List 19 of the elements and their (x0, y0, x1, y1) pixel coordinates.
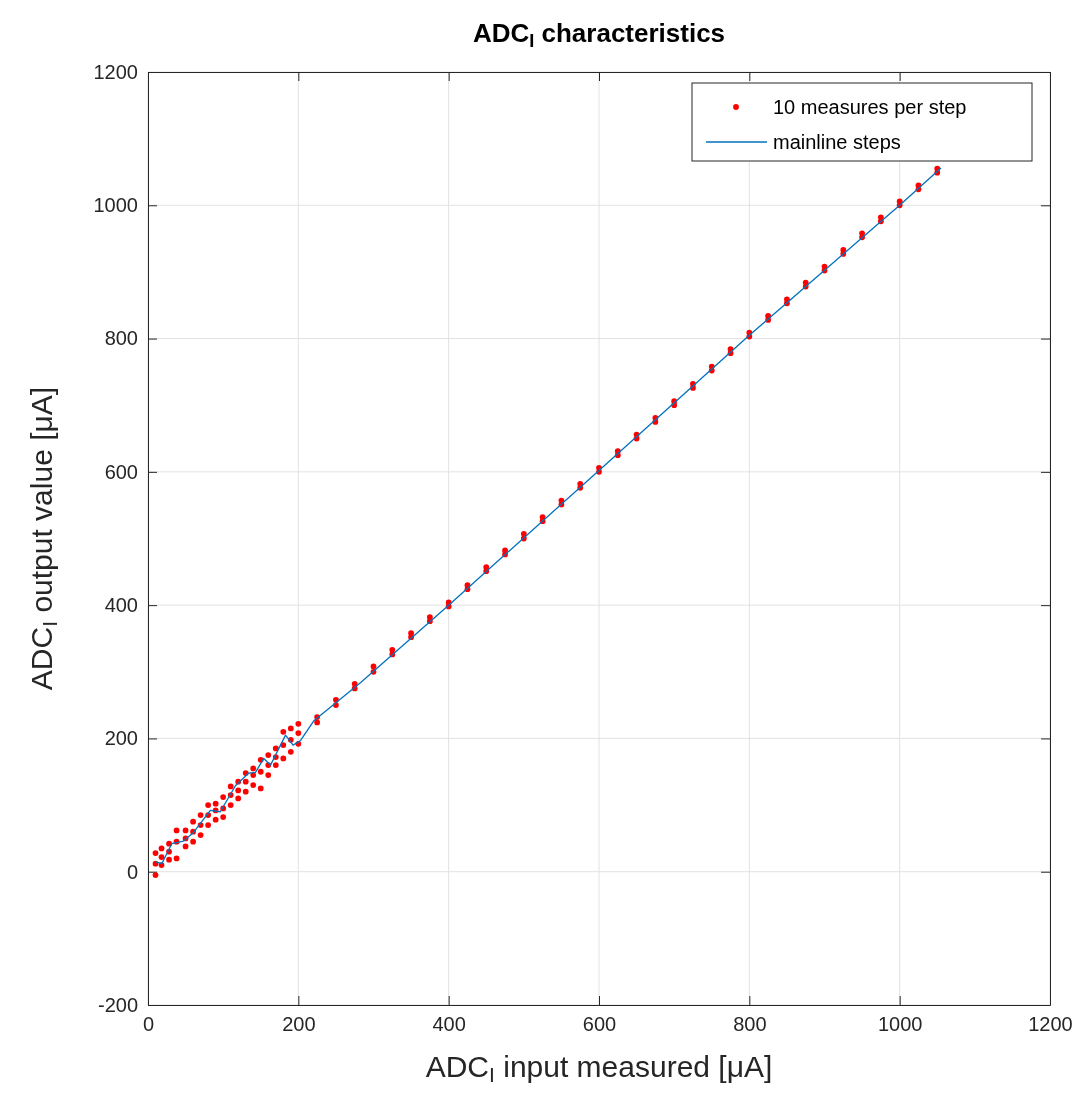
y-tick-label: 0 (126, 860, 138, 883)
legend-label: mainline steps (773, 131, 901, 153)
x-axis-title: ADC$_{I}$ input measured [μA] (425, 1050, 773, 1087)
chart-title: ADC$_{I}$ characteristics (472, 18, 726, 51)
y-tick-label: 1000 (93, 194, 138, 217)
legend-label: 10 measures per step (773, 96, 967, 118)
y-tick-label: 600 (104, 460, 138, 483)
x-tick-label: 1000 (877, 1013, 923, 1036)
x-tick-label: 0 (142, 1013, 155, 1036)
x-tick-label: 600 (582, 1013, 617, 1036)
x-tick-label: 1200 (1028, 1013, 1073, 1036)
y-tick-label: 1200 (93, 60, 138, 83)
y-tick-label: 800 (104, 327, 138, 350)
y-tick-label: 200 (104, 727, 138, 750)
x-tick-label: 800 (733, 1013, 767, 1036)
x-tick-label: 200 (282, 1013, 316, 1036)
y-tick-label: 400 (104, 594, 138, 617)
y-tick-label: -200 (97, 993, 138, 1016)
x-tick-label: 400 (432, 1013, 466, 1036)
